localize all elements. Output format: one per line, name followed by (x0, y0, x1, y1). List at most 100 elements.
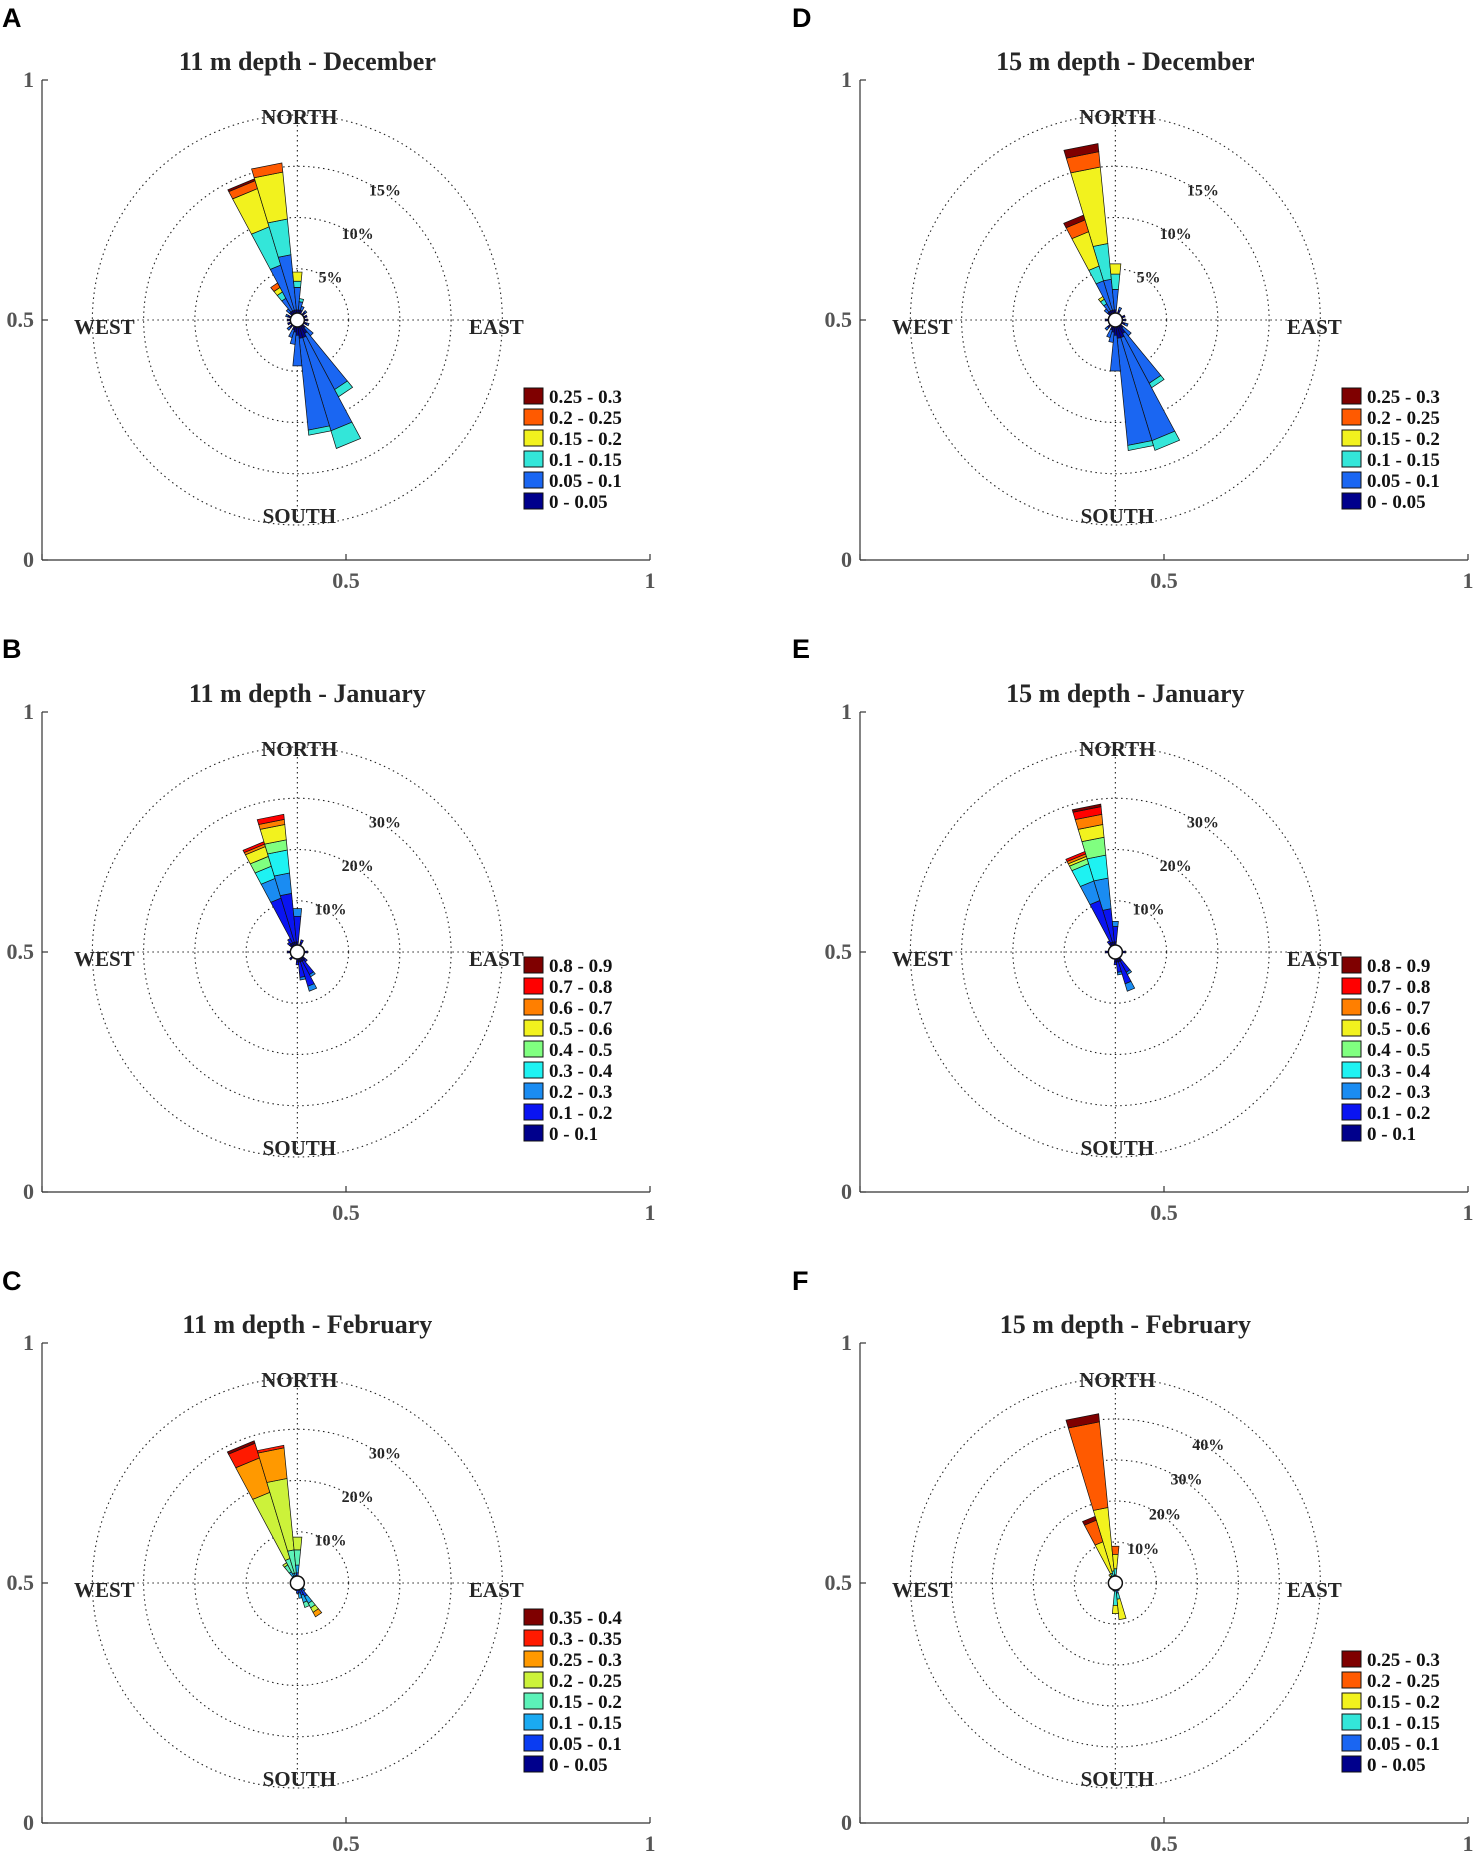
legend-label: 0.15 - 0.2 (549, 429, 622, 450)
x-tick-label: 1 (645, 568, 656, 593)
legend-swatch (523, 492, 544, 510)
label-south: SOUTH (263, 504, 337, 528)
x-tick-label: 0.5 (1150, 1200, 1178, 1225)
rose-segment-2-2 (1110, 273, 1121, 290)
rose-segment-9-2 (297, 1592, 303, 1599)
rose-segment-6-3 (1116, 1598, 1127, 1621)
label-west: WEST (892, 315, 953, 339)
ring-label: 15% (1187, 183, 1219, 200)
label-south: SOUTH (1081, 1136, 1155, 1160)
label-west: WEST (74, 947, 135, 971)
panel-title: 15 m depth - December (996, 47, 1255, 76)
ring-label: 10% (1160, 226, 1192, 243)
legend-swatch (1341, 1671, 1362, 1689)
rose-segment-16-1 (288, 328, 295, 339)
x-tick-label: 1 (1463, 568, 1474, 593)
rose-segment-3-3 (292, 271, 303, 282)
legend-label: 0.1 - 0.2 (1367, 1103, 1430, 1124)
y-tick-label: 0 (841, 1810, 852, 1835)
rose-segment-13-1 (286, 941, 292, 946)
panel-b: B 11 m depth - January 0 0.5 1 0.5 1 NORTH EAST S… (2, 634, 656, 1225)
y-tick-label: 0.5 (7, 1570, 35, 1595)
label-west: WEST (74, 315, 135, 339)
y-tick-label: 0.5 (825, 939, 853, 964)
legend-swatch (523, 1650, 544, 1668)
legend-swatch (1341, 1692, 1362, 1710)
legend-label: 0.2 - 0.3 (1367, 1082, 1430, 1103)
legend-swatch (523, 1124, 544, 1142)
rose-segment-12-2 (330, 421, 362, 449)
center-hole (289, 944, 306, 960)
legend-swatch (523, 1103, 544, 1121)
legend-label: 0.3 - 0.4 (1367, 1061, 1431, 1082)
rose-segment-11-2 (1127, 440, 1154, 451)
legend-swatch (1341, 429, 1362, 447)
legend-label: 0.6 - 0.7 (1367, 998, 1431, 1019)
rose-segment-3-1 (287, 937, 293, 945)
rose-segment-8-1 (1113, 961, 1118, 966)
y-tick-label: 1 (23, 67, 34, 92)
legend-label: 0.35 - 0.4 (549, 1608, 622, 1629)
rose-segment-1-7 (1065, 850, 1087, 863)
rose-segment-7-3 (1111, 1605, 1119, 1614)
y-tick-label: 1 (23, 1330, 34, 1355)
rose-segment-15-1 (1104, 326, 1110, 331)
panel-title: 11 m depth - December (179, 47, 436, 76)
label-north: NORTH (1079, 105, 1155, 129)
rose-segment-3-4 (282, 1562, 289, 1568)
rose-segment-8-2 (307, 983, 318, 992)
rose-segment-0-5 (1063, 143, 1100, 159)
label-west: WEST (892, 947, 953, 971)
rose-segment-15-1 (289, 331, 297, 345)
ring-label: 10% (1133, 902, 1165, 919)
legend-label: 0.7 - 0.8 (1367, 977, 1430, 998)
rose-segment-2-4 (1111, 1545, 1120, 1555)
legend-label: 0.2 - 0.25 (549, 408, 622, 429)
legend-label: 0.4 - 0.5 (549, 1040, 612, 1061)
legend-swatch (523, 1019, 544, 1037)
legend-swatch (1341, 1124, 1362, 1142)
rose-segment-20-1 (285, 313, 289, 318)
panel-letter: B (2, 634, 22, 664)
label-south: SOUTH (263, 1767, 337, 1791)
x-tick-label: 0.5 (332, 1831, 360, 1856)
legend-swatch (523, 450, 544, 468)
legend-swatch (1341, 1755, 1362, 1773)
legend-swatch (523, 998, 544, 1016)
x-tick-label: 1 (645, 1831, 656, 1856)
y-tick-label: 0 (841, 1179, 852, 1204)
legend-label: 0 - 0.05 (1367, 492, 1426, 513)
panel-title: 15 m depth - February (1000, 1310, 1251, 1339)
label-east: EAST (1287, 1578, 1342, 1602)
label-east: EAST (469, 947, 524, 971)
rose-segment-3-2 (293, 280, 302, 288)
legend-swatch (1341, 1019, 1362, 1037)
rose-segment-1-4 (251, 162, 284, 179)
legend-swatch (1341, 998, 1362, 1016)
legend-label: 0.2 - 0.25 (1367, 1671, 1440, 1692)
x-tick-label: 0.5 (332, 568, 360, 593)
legend-label: 0.8 - 0.9 (1367, 956, 1430, 977)
rose-segment-0-5 (1065, 1413, 1100, 1429)
rose-segment-4-2 (298, 298, 305, 303)
label-north: NORTH (261, 1368, 337, 1392)
legend-label: 0.6 - 0.7 (549, 998, 613, 1019)
panel-title: 15 m depth - January (1006, 679, 1244, 708)
grid-ring (1012, 216, 1219, 424)
rose-segment-2-4 (270, 282, 281, 292)
panel-f: F 15 m depth - February 0 0.5 1 0.5 1 NORTH EAST… (792, 1266, 1474, 1856)
center-hole (1107, 1575, 1124, 1591)
legend-label: 0.1 - 0.15 (549, 1713, 622, 1734)
rose-segment-9-2 (299, 976, 306, 981)
label-south: SOUTH (1081, 1767, 1155, 1791)
y-tick-label: 0 (23, 1810, 34, 1835)
ring-label: 10% (315, 1533, 347, 1550)
legend-swatch (523, 429, 544, 447)
y-tick-label: 1 (841, 1330, 852, 1355)
rose-segment-21-1 (285, 308, 292, 314)
legend-swatch (1341, 1040, 1362, 1058)
label-west: WEST (892, 1578, 953, 1602)
legend-label: 0 - 0.05 (1367, 1755, 1426, 1776)
legend-swatch (1341, 1734, 1362, 1752)
